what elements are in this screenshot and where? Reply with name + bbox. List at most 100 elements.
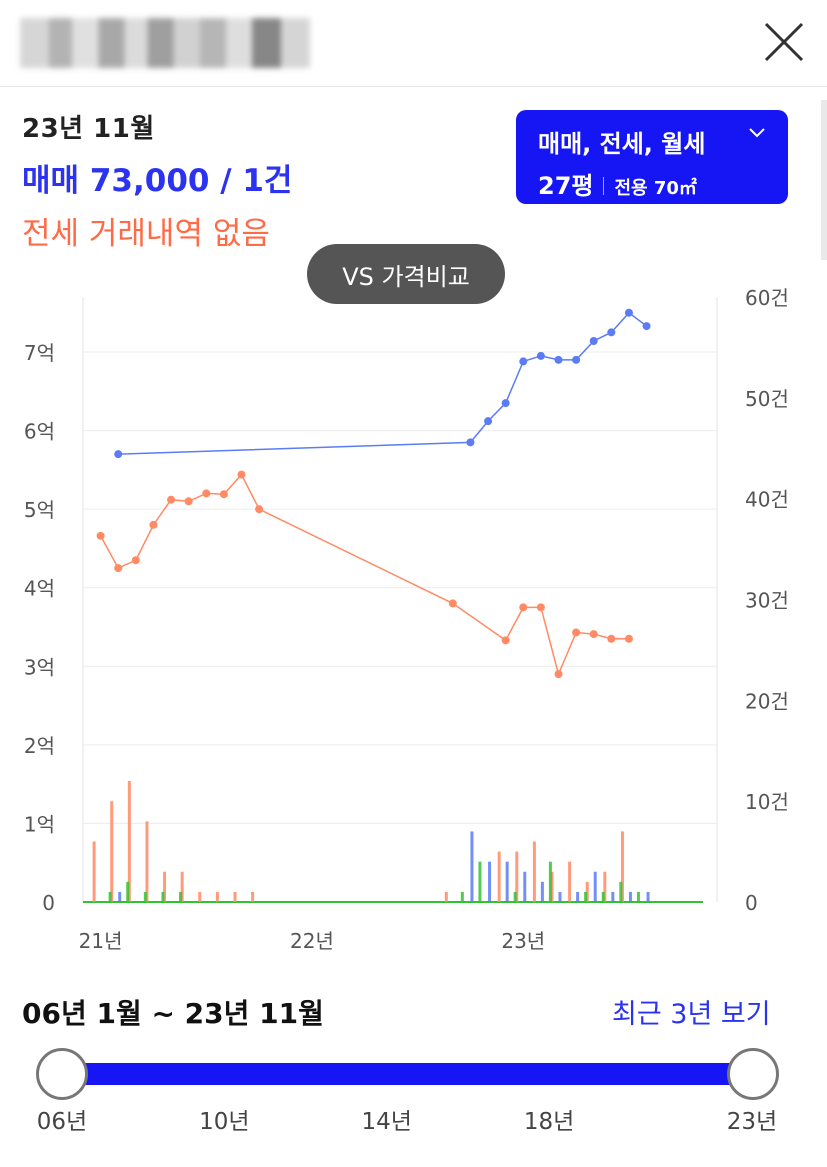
transaction-type-filter-button[interactable]: 매매, 전세, 월세 27평 전용 70㎡	[516, 110, 788, 204]
range-slider-tick-label: 23년	[726, 1109, 778, 1135]
volume-bar	[619, 881, 623, 902]
volume-bar	[585, 881, 589, 902]
y-left-tick-label: 3억	[24, 655, 55, 679]
data-point	[589, 337, 598, 345]
volume-bar	[576, 891, 580, 902]
y-right-tick-label: 0	[745, 891, 758, 915]
chevron-down-icon	[749, 128, 765, 138]
data-point	[624, 308, 633, 317]
y-left-tick-label: 2억	[24, 734, 55, 758]
vs-compare-button[interactable]: VS 가격비교	[307, 244, 505, 304]
volume-bar	[532, 841, 536, 902]
volume-bar	[179, 891, 183, 902]
data-point	[607, 634, 616, 643]
volume-bar	[540, 881, 544, 902]
range-slider-track[interactable]	[62, 1063, 752, 1085]
data-point	[255, 505, 264, 514]
y-right-tick-label: 60건	[745, 286, 789, 310]
data-point	[202, 489, 211, 498]
y-left-tick-label: 4억	[24, 577, 55, 601]
y-left-tick-label: 0	[42, 891, 55, 915]
volume-bar	[548, 861, 552, 902]
data-point	[642, 322, 651, 331]
data-point	[519, 603, 528, 612]
volume-bar	[198, 891, 202, 902]
volume-bar	[251, 891, 255, 902]
volume-bar	[470, 831, 474, 902]
volume-bar	[145, 821, 149, 902]
volume-bar	[488, 861, 492, 902]
data-point	[572, 628, 581, 637]
y-right-tick-label: 50건	[745, 387, 789, 411]
data-point	[536, 351, 545, 360]
volume-bar	[601, 891, 605, 902]
volume-bar	[215, 891, 219, 902]
filter-area: 27평 전용 70㎡	[538, 166, 697, 201]
y-left-tick-label: 7억	[24, 341, 55, 365]
filter-types: 매매, 전세, 월세	[538, 130, 706, 158]
volume-bar	[497, 851, 501, 902]
data-point	[131, 556, 140, 565]
y-right-tick-label: 20건	[745, 689, 789, 713]
range-slider-tick-label: 14년	[361, 1109, 412, 1135]
date-range-label: 06년 1월 ~ 23년 11월	[22, 997, 324, 1030]
volume-bar	[513, 891, 517, 902]
separator	[603, 177, 605, 195]
volume-bar	[92, 841, 96, 902]
volume-bar	[127, 781, 131, 902]
selected-month: 23년 11월	[22, 114, 155, 144]
data-point	[624, 634, 633, 643]
y-left-tick-label: 5억	[24, 498, 55, 522]
volume-bar	[478, 861, 482, 902]
data-point	[554, 670, 563, 679]
data-point	[501, 636, 510, 645]
data-point	[167, 495, 176, 504]
data-point	[96, 531, 105, 540]
y-right-tick-label: 10건	[745, 790, 789, 814]
series-line	[99, 473, 629, 677]
volume-bar	[611, 891, 615, 902]
jeonse-summary: 전세 거래내역 없음	[22, 216, 270, 252]
data-point	[149, 520, 158, 529]
volume-bar	[646, 891, 650, 902]
series-line	[118, 311, 648, 455]
complex-name-blurred	[20, 18, 310, 68]
y-left-tick-label: 1억	[24, 812, 55, 836]
volume-bar	[558, 891, 562, 902]
data-point	[607, 328, 616, 337]
data-point	[466, 438, 475, 447]
volume-bar	[444, 891, 448, 902]
volume-bar	[568, 861, 572, 902]
data-point	[572, 355, 581, 364]
volume-bar	[636, 891, 640, 902]
data-point	[484, 417, 493, 426]
volume-bar	[584, 891, 588, 902]
volume-bar	[161, 891, 165, 902]
close-icon	[764, 22, 804, 62]
transaction-summary: 23년 11월 매매 73,000 / 1건 전세 거래내역 없음	[22, 108, 292, 253]
data-point	[184, 497, 193, 506]
x-tick-label: 21년	[79, 929, 123, 953]
pyeong-label: 27평	[538, 172, 594, 200]
volume-bar	[233, 891, 237, 902]
range-slider-tick-label: 10년	[199, 1109, 250, 1135]
exclusive-area-label: 전용 70㎡	[614, 178, 697, 199]
data-point	[536, 603, 545, 612]
range-slider-end-handle[interactable]	[727, 1048, 779, 1100]
volume-bar	[110, 801, 114, 902]
volume-bar	[515, 851, 519, 902]
volume-bar	[180, 871, 184, 902]
volume-bar	[593, 871, 597, 902]
scrollbar[interactable]	[821, 100, 827, 260]
data-point	[501, 399, 510, 408]
data-point	[448, 599, 457, 608]
data-point	[114, 564, 123, 573]
volume-bar	[163, 871, 167, 902]
volume-bar	[460, 891, 464, 902]
range-slider-start-handle[interactable]	[36, 1048, 88, 1100]
close-button[interactable]	[760, 18, 808, 66]
volume-bar	[126, 881, 130, 902]
y-right-tick-label: 30건	[745, 589, 789, 613]
recent-3-years-link[interactable]: 최근 3년 보기	[612, 999, 771, 1030]
volume-bar	[550, 871, 554, 902]
